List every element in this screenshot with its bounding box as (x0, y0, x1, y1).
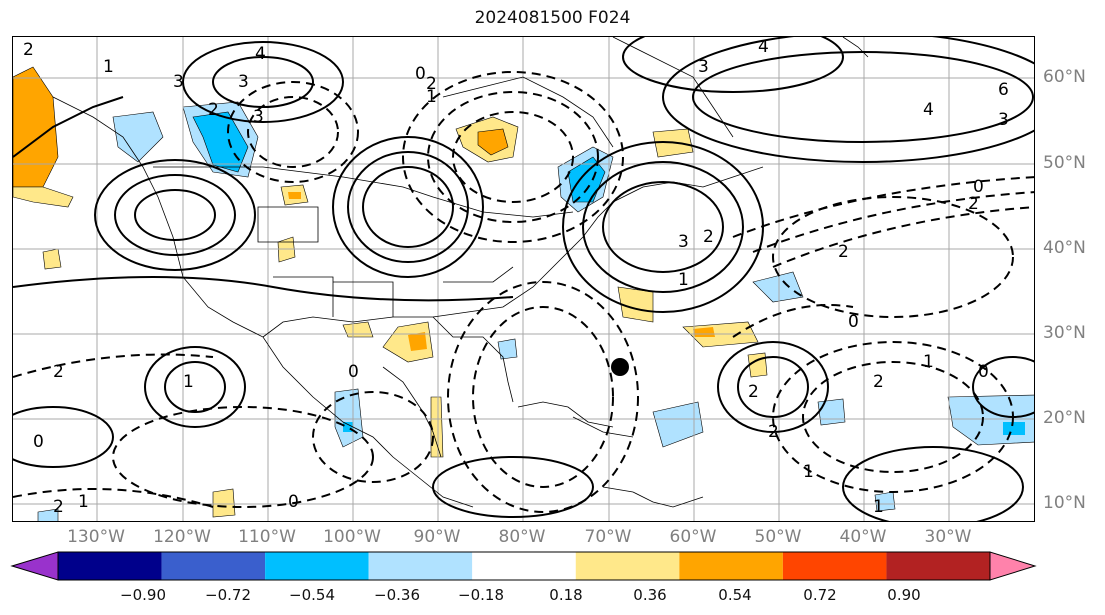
lon-label: 90°W (413, 527, 461, 547)
dashed-contour-lines (13, 71, 1034, 513)
colorbar-tick-label: −0.54 (289, 586, 335, 604)
colorbar-tick-label: −0.90 (120, 586, 166, 604)
colorbar-cell (575, 552, 680, 580)
contour-label: 2 (873, 372, 884, 392)
lon-label: 30°W (924, 527, 972, 547)
lon-label: 120°W (153, 527, 211, 547)
colorbar-extend-max (989, 551, 1037, 581)
colorbar-tick-label: −0.36 (374, 586, 420, 604)
contour-label: 2 (426, 74, 437, 94)
lon-label: 70°W (584, 527, 632, 547)
contour-label: 2 (838, 242, 849, 262)
colorbar-cell (368, 552, 473, 580)
storm-marker-dot (611, 358, 629, 376)
contour-label: 0 (415, 64, 426, 84)
contour-lines (13, 37, 1034, 521)
contour-label: 0 (288, 492, 299, 512)
contour-label: 1 (873, 497, 884, 517)
lon-label: 80°W (498, 527, 546, 547)
contour-label: 3 (998, 110, 1009, 130)
contour-label: 3 (678, 232, 689, 252)
colorbar-tick-label: 0.36 (633, 586, 667, 604)
contour-label-group: 2 1 3 4 3 2 3 0 1 2 4 3 6 4 3 0 2 2 1 3 … (23, 37, 1009, 517)
colorbar-cell (679, 552, 783, 580)
colorbar-cell (472, 552, 576, 580)
contour-label: 1 (426, 87, 437, 107)
graticule (13, 37, 1034, 521)
contour-label: 2 (768, 422, 779, 442)
map-panel: 2 1 3 4 3 2 3 0 1 2 4 3 6 4 3 0 2 2 1 3 … (12, 36, 1035, 522)
lat-label: 50°N (1043, 153, 1086, 173)
colorbar-tick-label: 0.90 (887, 586, 921, 604)
colorbar-cell (265, 552, 369, 580)
lon-label: 130°W (67, 527, 125, 547)
colorbar-tick-label: 0.18 (549, 586, 583, 604)
weather-map: 2 1 3 4 3 2 3 0 1 2 4 3 6 4 3 0 2 2 1 3 … (13, 37, 1034, 521)
contour-label: 2 (23, 40, 34, 60)
lon-label: 60°W (669, 527, 717, 547)
contour-label: 2 (703, 227, 714, 247)
colorbar-cell (886, 552, 990, 580)
contour-label: 6 (998, 80, 1009, 100)
colorbar-cell (58, 552, 162, 580)
contour-label: 1 (103, 57, 114, 77)
contour-label: 3 (253, 107, 264, 127)
lon-label: 40°W (839, 527, 887, 547)
lon-label: 110°W (238, 527, 296, 547)
contour-label: 0 (978, 362, 989, 382)
contour-label: 2 (968, 194, 979, 214)
contour-label: 3 (698, 57, 709, 77)
contour-label: 0 (848, 312, 859, 332)
contour-label: 0 (973, 177, 984, 197)
colorbar-outline (57, 551, 991, 581)
colorbar (10, 551, 1037, 581)
contour-label: 2 (53, 362, 64, 382)
contour-label: 3 (173, 72, 184, 92)
contour-label: 2 (53, 497, 64, 517)
lat-label: 10°N (1043, 493, 1086, 513)
contour-label: 2 (748, 382, 759, 402)
contour-label: 2 (208, 100, 219, 120)
colorbar-tick-label: −0.72 (205, 586, 251, 604)
colorbar-tick-label: −0.18 (458, 586, 504, 604)
contour-label: 0 (348, 362, 359, 382)
contour-label: 1 (678, 270, 689, 290)
contour-label: 1 (78, 492, 89, 512)
colorbar-tick-label: 0.72 (803, 586, 837, 604)
contour-label: 1 (803, 462, 814, 482)
lat-label: 60°N (1043, 67, 1086, 87)
colorbar-cell (161, 552, 266, 580)
lon-label: 50°W (754, 527, 802, 547)
contour-label: 4 (255, 44, 266, 64)
lat-label: 30°N (1043, 323, 1086, 343)
contour-label: 1 (923, 352, 934, 372)
contour-label: 4 (758, 37, 769, 57)
contour-label: 0 (33, 432, 44, 452)
lat-label: 20°N (1043, 408, 1086, 428)
lon-label: 100°W (323, 527, 381, 547)
contour-label: 4 (923, 100, 934, 120)
colorbar-extend-min (10, 551, 59, 581)
lat-label: 40°N (1043, 238, 1086, 258)
map-title: 2024081500 F024 (474, 8, 631, 28)
colorbar-tick-label: 0.54 (718, 586, 752, 604)
colorbar-cell (782, 552, 887, 580)
contour-label: 1 (183, 372, 194, 392)
coastlines (52, 37, 869, 508)
contour-label: 3 (238, 72, 249, 92)
